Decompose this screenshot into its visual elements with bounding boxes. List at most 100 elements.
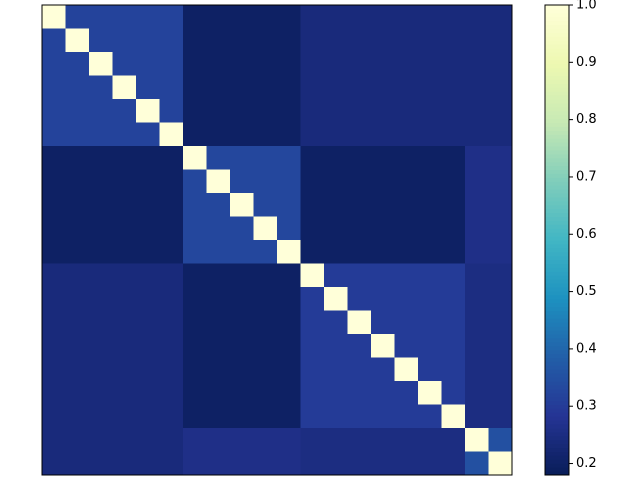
heatmap-cell [112, 99, 137, 123]
colorbar-swatch [545, 341, 569, 347]
heatmap-cell [42, 310, 66, 335]
colorbar-swatch [545, 189, 569, 194]
colorbar-swatch [545, 134, 569, 139]
heatmap-cell [65, 263, 90, 288]
colorbar-swatch [545, 408, 569, 413]
heatmap-cell [324, 404, 348, 429]
heatmap-cell [488, 404, 513, 429]
colorbar-tick-label: 0.6 [576, 227, 597, 242]
colorbar-frame [544, 4, 570, 476]
heatmap-cell [488, 357, 513, 382]
colorbar-swatch [545, 36, 569, 41]
heatmap-cell [253, 404, 278, 429]
heatmap-cell [347, 99, 372, 123]
colorbar-swatch [545, 52, 569, 57]
colorbar-swatch [545, 118, 569, 123]
heatmap-cell [465, 240, 489, 264]
heatmap-cell [183, 52, 207, 76]
colorbar-swatch [545, 16, 569, 22]
colorbar-swatch [545, 114, 569, 120]
heatmap-cell [441, 216, 466, 241]
heatmap-cell [159, 287, 184, 311]
colorbar-swatch [545, 287, 569, 292]
heatmap-cell [89, 287, 113, 311]
colorbar-swatch [545, 157, 569, 163]
heatmap-cell [418, 193, 442, 217]
heatmap-cell [277, 357, 301, 382]
colorbar-swatch [545, 404, 569, 409]
heatmap-cell [324, 310, 348, 335]
colorbar-swatch [545, 428, 569, 433]
heatmap-cell [206, 334, 231, 358]
heatmap-cell [183, 381, 207, 405]
heatmap-cell [418, 263, 442, 288]
heatmap-cell [183, 451, 207, 476]
colorbar-swatch [545, 177, 569, 182]
colorbar-swatch [545, 185, 569, 190]
heatmap-cell [488, 146, 513, 170]
heatmap-cell [42, 381, 66, 405]
heatmap-cell [465, 381, 489, 405]
heatmap-cell [488, 451, 513, 476]
heatmap-cell [347, 287, 372, 311]
heatmap-cell [418, 404, 442, 429]
heatmap-cell [441, 263, 466, 288]
colorbar-tick-label: 0.7 [576, 169, 597, 184]
heatmap-cell [347, 404, 372, 429]
heatmap-cell [418, 75, 442, 100]
heatmap-cell [465, 287, 489, 311]
heatmap-cell [277, 263, 301, 288]
colorbar-swatch [545, 392, 569, 398]
heatmap-cell [112, 287, 137, 311]
heatmap-cell [112, 75, 137, 100]
colorbar-swatch [545, 28, 569, 33]
heatmap-cell [371, 428, 395, 452]
colorbar-swatch [545, 236, 569, 241]
heatmap-cell [488, 193, 513, 217]
colorbar-swatch [545, 204, 569, 210]
heatmap-cell [112, 122, 137, 147]
heatmap-cell [89, 5, 113, 29]
colorbar-swatch [545, 48, 569, 53]
heatmap-cell [277, 381, 301, 405]
heatmap-cell [206, 122, 231, 147]
heatmap-cell [206, 75, 231, 100]
heatmap-cell [159, 428, 184, 452]
colorbar-swatch [545, 5, 569, 10]
heatmap-cell [371, 287, 395, 311]
colorbar-swatch [545, 153, 569, 159]
colorbar-swatch [545, 83, 569, 88]
heatmap-cell [324, 99, 348, 123]
heatmap-cell [65, 451, 90, 476]
heatmap-cell [277, 52, 301, 76]
heatmap-cell [441, 52, 466, 76]
heatmap-cell [230, 216, 254, 241]
heatmap-cell [183, 357, 207, 382]
heatmap-cell [418, 240, 442, 264]
heatmap-cell [347, 193, 372, 217]
heatmap-cell [324, 334, 348, 358]
heatmap-cell [300, 75, 325, 100]
heatmap-cell [89, 381, 113, 405]
heatmap-cell [253, 287, 278, 311]
heatmap-cell [42, 28, 66, 53]
heatmap-cell [206, 99, 231, 123]
heatmap-cell [441, 381, 466, 405]
colorbar-swatch [545, 263, 569, 268]
heatmap-cell [394, 169, 419, 194]
heatmap-cell [253, 381, 278, 405]
heatmap-cell [42, 263, 66, 288]
heatmap-cell [324, 263, 348, 288]
heatmap-cell [465, 122, 489, 147]
heatmap-cell [65, 240, 90, 264]
colorbar-swatch [545, 416, 569, 421]
heatmap-cell [277, 169, 301, 194]
heatmap-cell [253, 334, 278, 358]
heatmap-cell [441, 146, 466, 170]
colorbar-swatch [545, 12, 569, 18]
heatmap-cell [277, 404, 301, 429]
heatmap-cell [465, 263, 489, 288]
heatmap-cell [136, 287, 160, 311]
colorbar-swatch [545, 388, 569, 394]
heatmap-cell [394, 404, 419, 429]
